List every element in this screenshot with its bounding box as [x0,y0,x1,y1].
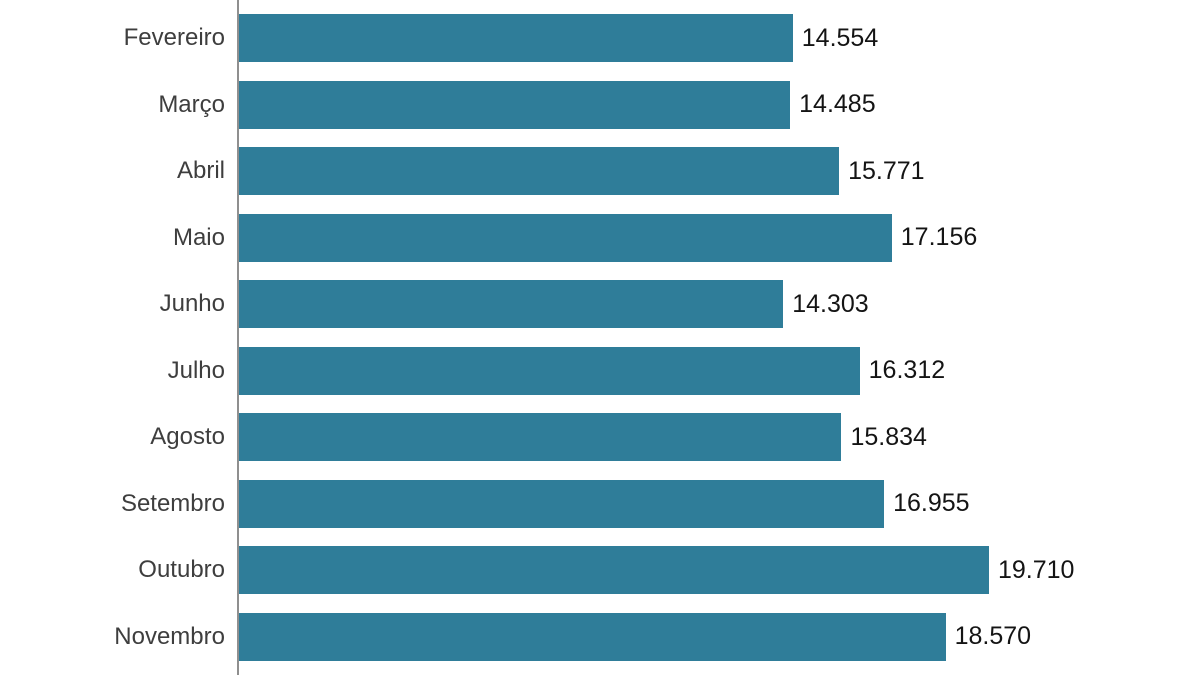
chart-row: Novembro 18.570 [0,604,1200,671]
chart-row: Abril 15.771 [0,138,1200,205]
chart-row: Julho 16.312 [0,338,1200,405]
category-label: Fevereiro [123,24,225,52]
chart-row: Agosto 15.834 [0,404,1200,471]
category-label: Julho [167,356,225,384]
bar-area: 16.955 [239,471,1200,538]
chart-row: Outubro 19.710 [0,537,1200,604]
bar [239,413,842,462]
bar [239,213,892,262]
bar-area: 14.554 [239,5,1200,72]
category-label: Agosto [150,423,225,451]
value-label: 18.570 [954,622,1032,651]
bar [239,147,840,196]
category-label: Outubro [138,556,225,584]
chart-row: Março 14.485 [0,72,1200,139]
category-label: Março [158,90,225,118]
value-label: 16.955 [893,489,970,518]
bar [239,80,791,129]
value-label: 16.312 [868,356,946,385]
chart-row: Maio 17.156 [0,205,1200,272]
bar [239,14,793,63]
bar-area: 14.485 [239,72,1200,139]
value-label: 15.771 [848,156,925,185]
value-label: 15.834 [850,422,927,451]
bar-area: 15.771 [239,138,1200,205]
value-label: 14.554 [801,23,879,52]
value-label: 14.485 [799,90,876,119]
category-label: Novembro [114,622,225,650]
category-label: Setembro [120,489,225,517]
bar [239,612,946,661]
chart-row: Junho 14.303 [0,271,1200,338]
category-label: Maio [172,223,225,251]
bar-area: 18.570 [239,604,1200,671]
category-label: Abril [176,157,225,185]
bar-area: 16.312 [239,338,1200,405]
bar [239,346,860,395]
value-label: 19.710 [997,555,1075,584]
chart-row: Setembro 16.955 [0,471,1200,538]
bar [239,479,885,528]
bar [239,546,989,595]
bar-area: 19.710 [239,537,1200,604]
bar-area: 15.834 [239,404,1200,471]
bar-area: 17.156 [239,205,1200,272]
value-label: 17.156 [900,223,978,252]
bar-area: 14.303 [239,271,1200,338]
chart-row: Fevereiro 14.554 [0,5,1200,72]
chart-rows: Fevereiro 14.554 Março 14.485 Abril 15.771 Mai… [0,5,1200,670]
y-axis-line [237,0,239,675]
value-label: 14.303 [792,289,869,318]
category-label: Junho [159,290,225,318]
bar [239,280,784,329]
